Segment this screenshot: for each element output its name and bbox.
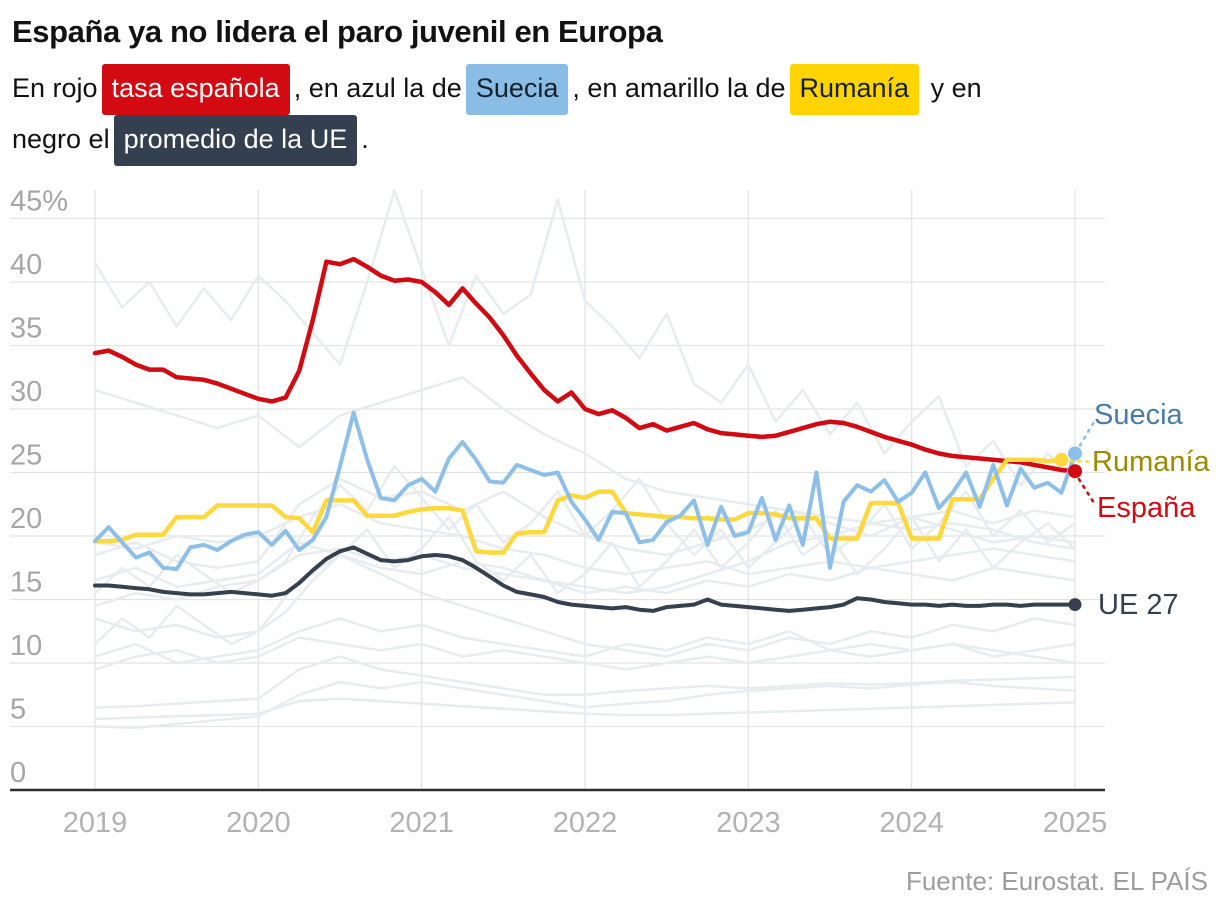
subtitle-text-5: negro el <box>12 124 110 154</box>
chart-subtitle: En rojo tasa española, en azul la de Sueci… <box>12 64 982 166</box>
subtitle-text-2: , en azul la de <box>293 73 462 103</box>
endpoint-dot-romania <box>1054 452 1069 467</box>
badge-spain: tasa española <box>101 64 290 115</box>
subtitle-line-1: En rojo tasa española, en azul la de Sueci… <box>12 64 982 115</box>
background-country-line <box>93 541 1077 595</box>
source-caption: Fuente: Eurostat. EL PAÍS <box>905 866 1208 896</box>
background-country-line <box>93 464 1077 595</box>
y-tick-label: 40 <box>10 249 42 281</box>
series-line-romania <box>92 457 1064 555</box>
series-line-eu <box>93 545 1077 613</box>
y-tick-label: 5 <box>10 694 26 726</box>
y-tick-label: 20 <box>10 503 42 535</box>
leader-line-sweden <box>1078 417 1098 447</box>
x-tick-label: 2024 <box>879 807 944 839</box>
y-tick-label: 45% <box>10 186 68 218</box>
subtitle-text-6: . <box>361 124 369 154</box>
x-tick-label: 2023 <box>716 807 781 839</box>
subtitle-text-1: En rojo <box>12 73 98 103</box>
badge-sweden: Suecia <box>465 64 569 115</box>
x-tick-label: 2025 <box>1043 807 1108 839</box>
endpoint-dot-eu <box>1068 598 1082 612</box>
badge-romania: Rumanía <box>789 64 920 115</box>
y-tick-label: 35 <box>10 313 42 345</box>
leader-line-spain <box>1077 477 1098 508</box>
endpoint-dot-spain <box>1068 464 1082 479</box>
background-country-line <box>93 697 1077 721</box>
x-tick-label: 2022 <box>553 807 618 839</box>
series-line-spain <box>92 256 1078 474</box>
background-country-line <box>93 680 1077 730</box>
y-tick-label: 10 <box>10 630 42 662</box>
series-line-sweden <box>93 410 1077 571</box>
legend-label-sweden: Suecia <box>1094 399 1183 431</box>
legend-label-eu: UE 27 <box>1098 589 1179 621</box>
x-tick-label: 2019 <box>63 807 128 839</box>
background-country-line <box>93 655 1077 709</box>
leader-line-romania <box>1069 459 1094 464</box>
legend-label-romania: Rumanía <box>1092 446 1210 478</box>
background-country-line <box>93 503 1077 576</box>
y-tick-label: 25 <box>10 440 42 472</box>
background-country-line <box>93 376 1077 550</box>
x-tick-label: 2020 <box>226 807 291 839</box>
legend-label-spain: España <box>1097 492 1196 524</box>
y-tick-label: 30 <box>10 376 42 408</box>
background-country-line <box>93 636 1077 671</box>
subtitle-text-3: , en amarillo la de <box>572 73 786 103</box>
subtitle-line-2: negro el promedio de la UE. <box>12 115 982 166</box>
background-country-line <box>93 509 1077 646</box>
x-tick-label: 2021 <box>389 807 454 839</box>
page-title: España ya no lidera el paro juvenil en E… <box>12 14 663 49</box>
background-country-line <box>93 189 1077 487</box>
subtitle-text-4: y en <box>923 73 982 103</box>
badge-eu: promedio de la UE <box>113 115 358 166</box>
endpoint-dot-sweden <box>1068 446 1082 461</box>
y-tick-label: 0 <box>10 757 26 789</box>
y-tick-label: 15 <box>10 567 42 599</box>
